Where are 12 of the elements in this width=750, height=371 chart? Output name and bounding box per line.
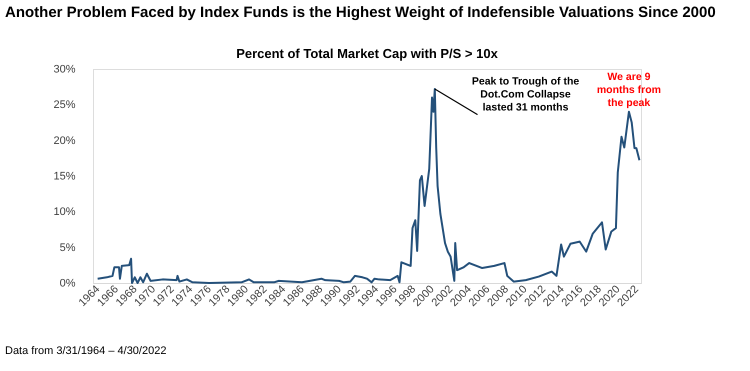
y-tick-label: 30%	[53, 64, 76, 76]
y-tick-label: 5%	[60, 242, 76, 254]
y-tick-label: 15%	[53, 170, 76, 182]
annotation: Peak to Trough of the Dot.Com Collapse lasted 31 months	[472, 76, 580, 114]
y-tick-label: 20%	[53, 134, 76, 147]
y-tick-label: 0%	[60, 278, 76, 290]
annotation: We are 9 months from the peak	[596, 70, 662, 109]
text: Data from 3/31/1964 – 4/30/2022	[5, 345, 166, 357]
y-tick-label: 25%	[53, 99, 76, 112]
chart-subtitle: Percent of Total Market Cap with P/S > 10x	[236, 46, 499, 61]
chart-title: Another Problem Faced by Index Funds is the Highest Weight of Indefensible Valuations Since 2000	[5, 4, 716, 21]
y-tick-label: 10%	[53, 206, 76, 218]
